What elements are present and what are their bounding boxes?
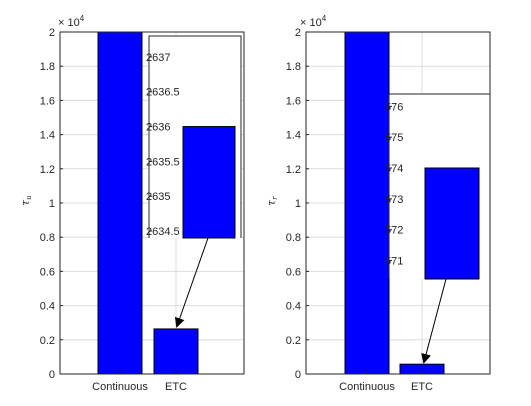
right-y-tick-label: 1.6 (286, 95, 301, 107)
left-y-tick-label: 0.6 (40, 266, 55, 278)
right-y-exponent: × 104 (300, 14, 327, 29)
right-bar-continuous (344, 31, 390, 375)
left-y-tick-label: 0.4 (40, 301, 55, 313)
left-bar-continuous (97, 31, 143, 375)
right-inset-tick-label: 576 (385, 101, 403, 113)
right-inset-tick-label: 571 (385, 256, 403, 268)
right-inset-tick-label: 572 (385, 225, 403, 237)
left-inset-tick-label: 2635.5 (146, 156, 180, 168)
left-y-tick-label: 1.4 (40, 130, 55, 142)
left-y-tick-label: 1.8 (40, 61, 55, 73)
left-y-tick-label: 1.6 (40, 95, 55, 107)
left-x-tick-label: ETC (165, 381, 187, 393)
left-inset-bar (182, 126, 236, 239)
right-x-tick-label: ETC (411, 381, 433, 393)
left-inset-tick-label: 2636 (146, 122, 170, 134)
left-bar-chart: 0 0.2 0.4 0.6 0.8 1 1.2 1.4 1.6 1.8 2 Continuous ETC… (19, 14, 245, 393)
left-y-tick-label: 1.2 (40, 164, 55, 176)
right-y-tick-label: 1.4 (286, 130, 301, 142)
left-y-tick-label: 0.2 (40, 335, 55, 347)
right-y-tick-label: 0 (295, 369, 301, 381)
right-inset-bar (424, 167, 480, 280)
left-inset-tick-label: 2637 (146, 52, 170, 64)
right-x-tick-label: Continuous (339, 381, 395, 393)
left-y-exponent: × 104 (58, 14, 85, 29)
right-y-tick-label: 2 (295, 27, 301, 39)
left-y-axis-label: τu (19, 195, 33, 206)
right-inset-frame (388, 93, 491, 279)
left-bar-etc (153, 328, 199, 375)
right-inset-arrow (421, 278, 447, 364)
left-inset-arrow (174, 237, 209, 328)
left-y-tick-label: 1 (49, 198, 55, 210)
left-y-tick-label: 0.8 (40, 232, 55, 244)
left-inset-tick-label: 2634.5 (146, 226, 180, 238)
left-inset-tick-label: 2635 (146, 191, 170, 203)
left-inset-tick-label: 2636.5 (146, 87, 180, 99)
right-y-tick-label: 0.4 (286, 301, 301, 313)
right-y-tick-label: 1.2 (286, 164, 301, 176)
left-inset-frame (148, 35, 242, 238)
right-inset-tick-label: 574 (385, 163, 403, 175)
right-y-tick-label: 1.8 (286, 61, 301, 73)
right-y-tick-label: 0.6 (286, 266, 301, 278)
left-y-tick-label: 0 (49, 369, 55, 381)
right-y-tick-label: 0.2 (286, 335, 301, 347)
right-y-tick-label: 0.8 (286, 232, 301, 244)
right-y-axis-label: τr (265, 196, 279, 206)
left-x-tick-label: Continuous (92, 381, 148, 393)
left-y-tick-label: 2 (49, 27, 55, 39)
right-y-tick-label: 1 (295, 198, 301, 210)
right-bar-chart: 0 0.2 0.4 0.6 0.8 1 1.2 1.4 1.6 1.8 2 Continuous ETC… (265, 14, 491, 393)
right-inset-tick-label: 575 (385, 132, 403, 144)
right-inset-tick-label: 573 (385, 194, 403, 206)
